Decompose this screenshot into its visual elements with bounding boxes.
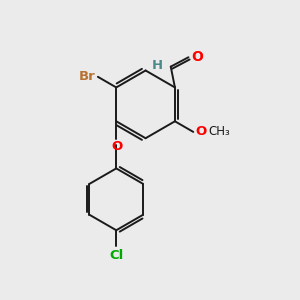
Text: O: O [191, 50, 203, 64]
Text: Cl: Cl [109, 249, 123, 262]
Text: CH₃: CH₃ [208, 125, 230, 138]
Text: Br: Br [79, 70, 95, 83]
Text: O: O [195, 125, 206, 138]
Text: O: O [111, 140, 122, 153]
Text: H: H [152, 59, 163, 72]
